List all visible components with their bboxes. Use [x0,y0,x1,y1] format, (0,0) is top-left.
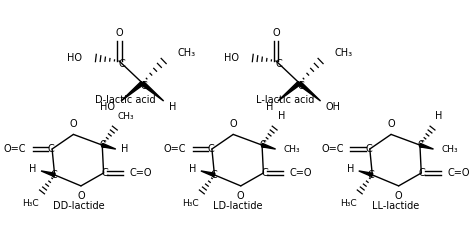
Text: CH₃: CH₃ [334,48,352,58]
Text: O: O [70,119,77,129]
Text: C: C [368,170,375,180]
Polygon shape [102,143,116,149]
Text: CH₃: CH₃ [283,145,300,154]
Polygon shape [41,171,55,177]
Polygon shape [262,143,275,149]
Text: CH₃: CH₃ [118,112,134,121]
Text: C: C [48,144,55,154]
Text: C: C [298,81,305,91]
Text: O: O [395,191,402,201]
Text: C: C [260,140,266,150]
Text: C=O: C=O [447,168,470,178]
Text: O=C: O=C [321,144,344,154]
Text: HO: HO [67,53,82,63]
Text: C: C [208,144,214,154]
Text: C: C [261,168,268,178]
Text: H: H [346,164,354,174]
Text: H: H [29,164,36,174]
Polygon shape [278,81,301,101]
Text: HO: HO [100,102,115,112]
Text: CH₃: CH₃ [177,48,195,58]
Text: HO: HO [224,53,239,63]
Text: H: H [266,102,273,112]
Text: H: H [436,111,443,121]
Text: DD-lactide: DD-lactide [53,201,104,211]
Text: H: H [278,111,285,121]
Text: OH: OH [326,102,340,112]
Text: CH₃: CH₃ [441,145,458,154]
Polygon shape [419,143,434,149]
Text: LL-lactide: LL-lactide [373,201,420,211]
Text: LD-lactide: LD-lactide [213,201,263,211]
Text: O: O [237,191,245,201]
Polygon shape [121,81,144,101]
Text: H: H [169,102,176,112]
Text: C: C [118,59,126,69]
Text: H₃C: H₃C [22,199,39,208]
Text: H: H [189,164,196,174]
Text: C: C [419,168,426,178]
Text: C: C [275,59,283,69]
Text: H₃C: H₃C [340,199,357,208]
Text: O=C: O=C [163,144,186,154]
Text: O: O [77,191,85,201]
Text: C: C [210,170,217,180]
Text: C: C [141,81,148,91]
Text: C: C [50,170,57,180]
Text: C: C [418,140,424,150]
Text: C: C [100,140,107,150]
Polygon shape [201,171,215,177]
Text: C=O: C=O [290,168,312,178]
Text: C: C [365,144,372,154]
Text: D-lactic acid: D-lactic acid [95,95,155,105]
Text: O: O [387,119,395,129]
Text: H₃C: H₃C [182,199,199,208]
Text: L-lactic acid: L-lactic acid [255,95,314,105]
Text: O: O [272,28,280,38]
Text: C=O: C=O [130,168,152,178]
Polygon shape [141,81,164,101]
Polygon shape [359,171,373,177]
Polygon shape [298,81,320,101]
Text: H: H [121,144,128,154]
Text: O: O [115,28,123,38]
Text: O: O [229,119,237,129]
Text: C: C [101,168,108,178]
Text: O=C: O=C [3,144,26,154]
